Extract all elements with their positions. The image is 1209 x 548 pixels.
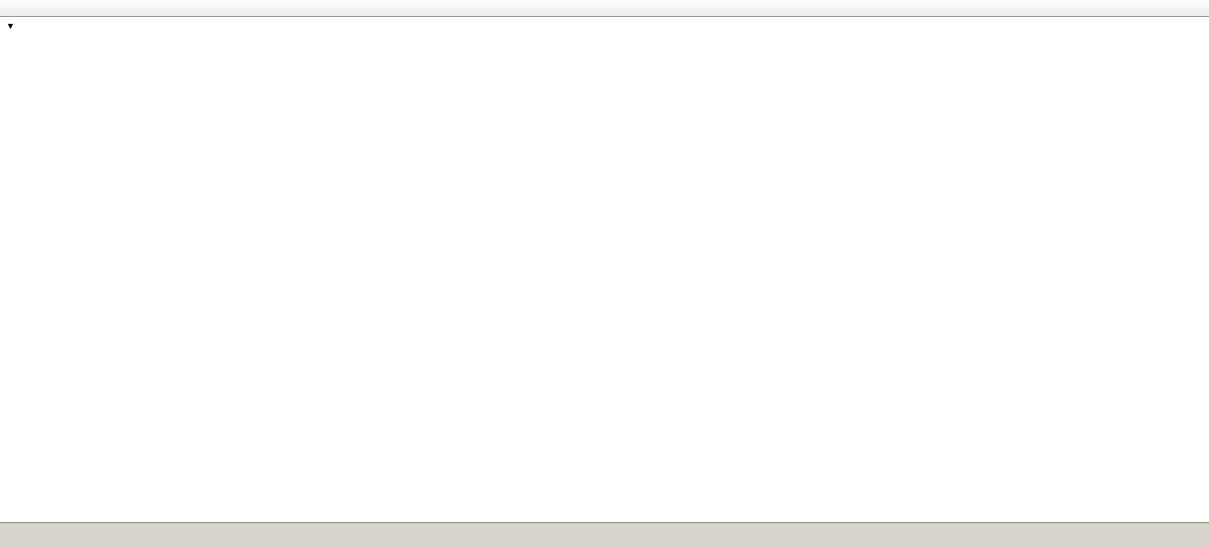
- timeframe-toolbar: [0, 0, 1209, 17]
- chart-tab-bar: [0, 522, 1209, 548]
- one-click-trading-arrow-icon[interactable]: ▼: [6, 21, 15, 31]
- chart-canvas[interactable]: [0, 17, 1209, 522]
